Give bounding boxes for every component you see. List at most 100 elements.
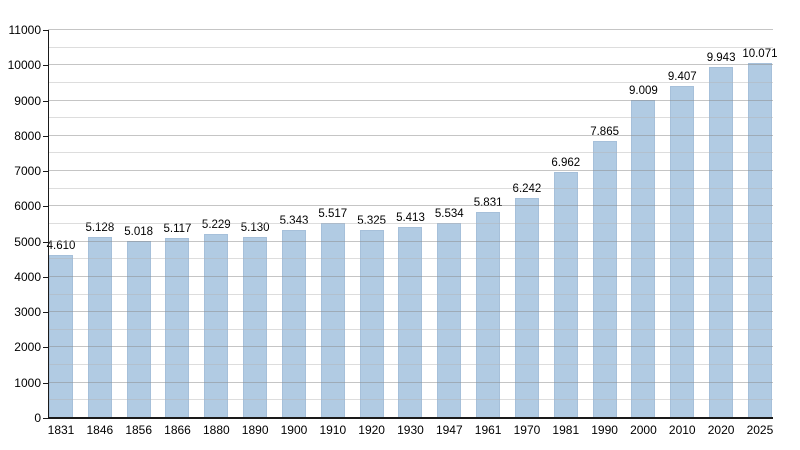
bar: 9.407: [667, 30, 697, 418]
y-tick-label: 11000: [8, 23, 41, 37]
bar-value-label: 7.865: [590, 125, 619, 138]
y-tick-label: 4000: [14, 269, 41, 284]
y-tick-label: 9000: [14, 93, 41, 108]
x-tick-label: 1880: [202, 423, 230, 437]
bar-rect: [592, 140, 617, 418]
bar-value-label: 5.130: [240, 222, 270, 235]
bar: 5.325: [357, 30, 387, 418]
bar: 5.128: [85, 30, 114, 418]
x-tick-label: 1846: [86, 423, 114, 437]
y-tick-mark: [43, 171, 48, 173]
x-tick-label: 1910: [319, 423, 347, 437]
x-tick-label: 1831: [47, 423, 75, 437]
bar: 5.229: [201, 30, 231, 418]
bar-rect: [243, 237, 268, 418]
bar: 10.071: [742, 30, 778, 418]
x-tick-label: 2000: [630, 423, 657, 437]
x-tick-label: 1947: [435, 423, 463, 437]
x-axis-line: [48, 417, 773, 419]
bar-rect: [553, 172, 578, 418]
bar: 5.534: [434, 30, 464, 418]
bar-rect: [670, 86, 695, 418]
bar-value-label: 6.962: [551, 157, 581, 170]
bar: 9.009: [629, 30, 658, 418]
bar: 7.865: [590, 30, 619, 418]
bar-rect: [437, 222, 462, 418]
x-tick-label: 1970: [513, 423, 541, 437]
bar-value-label: 4.610: [46, 240, 76, 253]
bar-value-label: 5.229: [201, 218, 231, 231]
bars-layer: 4.610 5.128 5.018 5.117 5.229 5.130 5.343 5.517…: [46, 30, 778, 418]
y-tick-label: 6000: [14, 199, 41, 214]
bar-rect: [359, 230, 384, 418]
x-tick-label: 1866: [164, 423, 191, 437]
y-tick-mark: [43, 100, 48, 102]
x-tick-label: 2020: [707, 423, 735, 437]
bar-rect: [165, 237, 190, 418]
bar: 5.831: [474, 30, 503, 418]
bar-value-label: 9.407: [667, 71, 697, 84]
bar-rect: [747, 62, 772, 418]
y-tick-mark: [43, 30, 48, 31]
bar-rect: [87, 237, 112, 418]
x-tick-label: 1890: [241, 423, 269, 437]
bar-value-label: 5.117: [163, 222, 192, 235]
bar-value-label: 9.009: [629, 85, 658, 98]
bar: 9.943: [706, 30, 736, 418]
bar-rect: [49, 255, 73, 418]
bar-value-label: 5.018: [124, 226, 154, 239]
x-tick-label: 1981: [552, 423, 580, 437]
y-tick-mark: [43, 312, 48, 314]
bar: 5.130: [240, 30, 270, 418]
y-tick-mark: [43, 135, 48, 137]
y-tick-mark: [43, 347, 48, 349]
plot-area: 4.610 5.128 5.018 5.117 5.229 5.130 5.343 5.517…: [46, 29, 778, 419]
bar-value-label: 10.071: [742, 47, 778, 60]
y-tick-label: 3000: [14, 305, 41, 320]
bar-value-label: 5.343: [279, 214, 309, 227]
bar: 5.517: [318, 30, 348, 418]
bar-rect: [204, 233, 229, 418]
bar: 4.610: [46, 30, 76, 418]
bar-rect: [514, 197, 539, 418]
y-tick-mark: [43, 65, 48, 67]
bar: 5.343: [279, 30, 309, 418]
x-axis-labels: 1831 1846 1856 1866 1880 1890 1900 1910 1920 1930…: [47, 423, 774, 437]
y-tick-mark: [43, 241, 48, 243]
x-tick-label: 1961: [474, 423, 502, 437]
bar-value-label: 5.534: [434, 207, 464, 220]
y-tick-mark: [43, 382, 48, 384]
y-tick-label: 1000: [14, 375, 41, 390]
x-tick-label: 2025: [746, 423, 774, 437]
y-tick-mark: [43, 418, 48, 419]
y-tick-mark: [43, 276, 48, 278]
bar: 5.018: [124, 30, 154, 418]
bar: 5.413: [396, 30, 425, 418]
x-tick-label: 1990: [591, 423, 618, 437]
bar-value-label: 5.413: [396, 212, 425, 225]
bar-value-label: 5.325: [357, 215, 387, 228]
bar-value-label: 5.517: [318, 208, 348, 221]
bar-value-label: 9.943: [706, 52, 736, 65]
bar-rect: [476, 212, 501, 418]
bar-rect: [281, 229, 306, 418]
y-tick-label: 2000: [14, 340, 41, 355]
bar-rect: [126, 241, 151, 418]
y-tick-label: 8000: [14, 128, 41, 143]
x-tick-label: 1856: [125, 423, 153, 437]
bar: 5.117: [163, 30, 192, 418]
x-tick-label: 2010: [668, 423, 696, 437]
bar-rect: [398, 227, 423, 418]
x-tick-label: 1930: [397, 423, 424, 437]
y-tick-label: 7000: [14, 164, 41, 179]
bar-rect: [709, 67, 734, 418]
bar-rect: [320, 223, 345, 418]
bar: 6.242: [513, 30, 541, 418]
bar-rect: [631, 100, 656, 418]
bar: 6.962: [551, 30, 581, 418]
y-tick-mark: [43, 206, 48, 208]
x-tick-label: 1920: [358, 423, 385, 437]
x-tick-label: 1900: [280, 423, 308, 437]
y-axis-labels: 0 1000 2000 3000 4000 5000 6000 7000 8000 9000 100…: [0, 24, 41, 424]
